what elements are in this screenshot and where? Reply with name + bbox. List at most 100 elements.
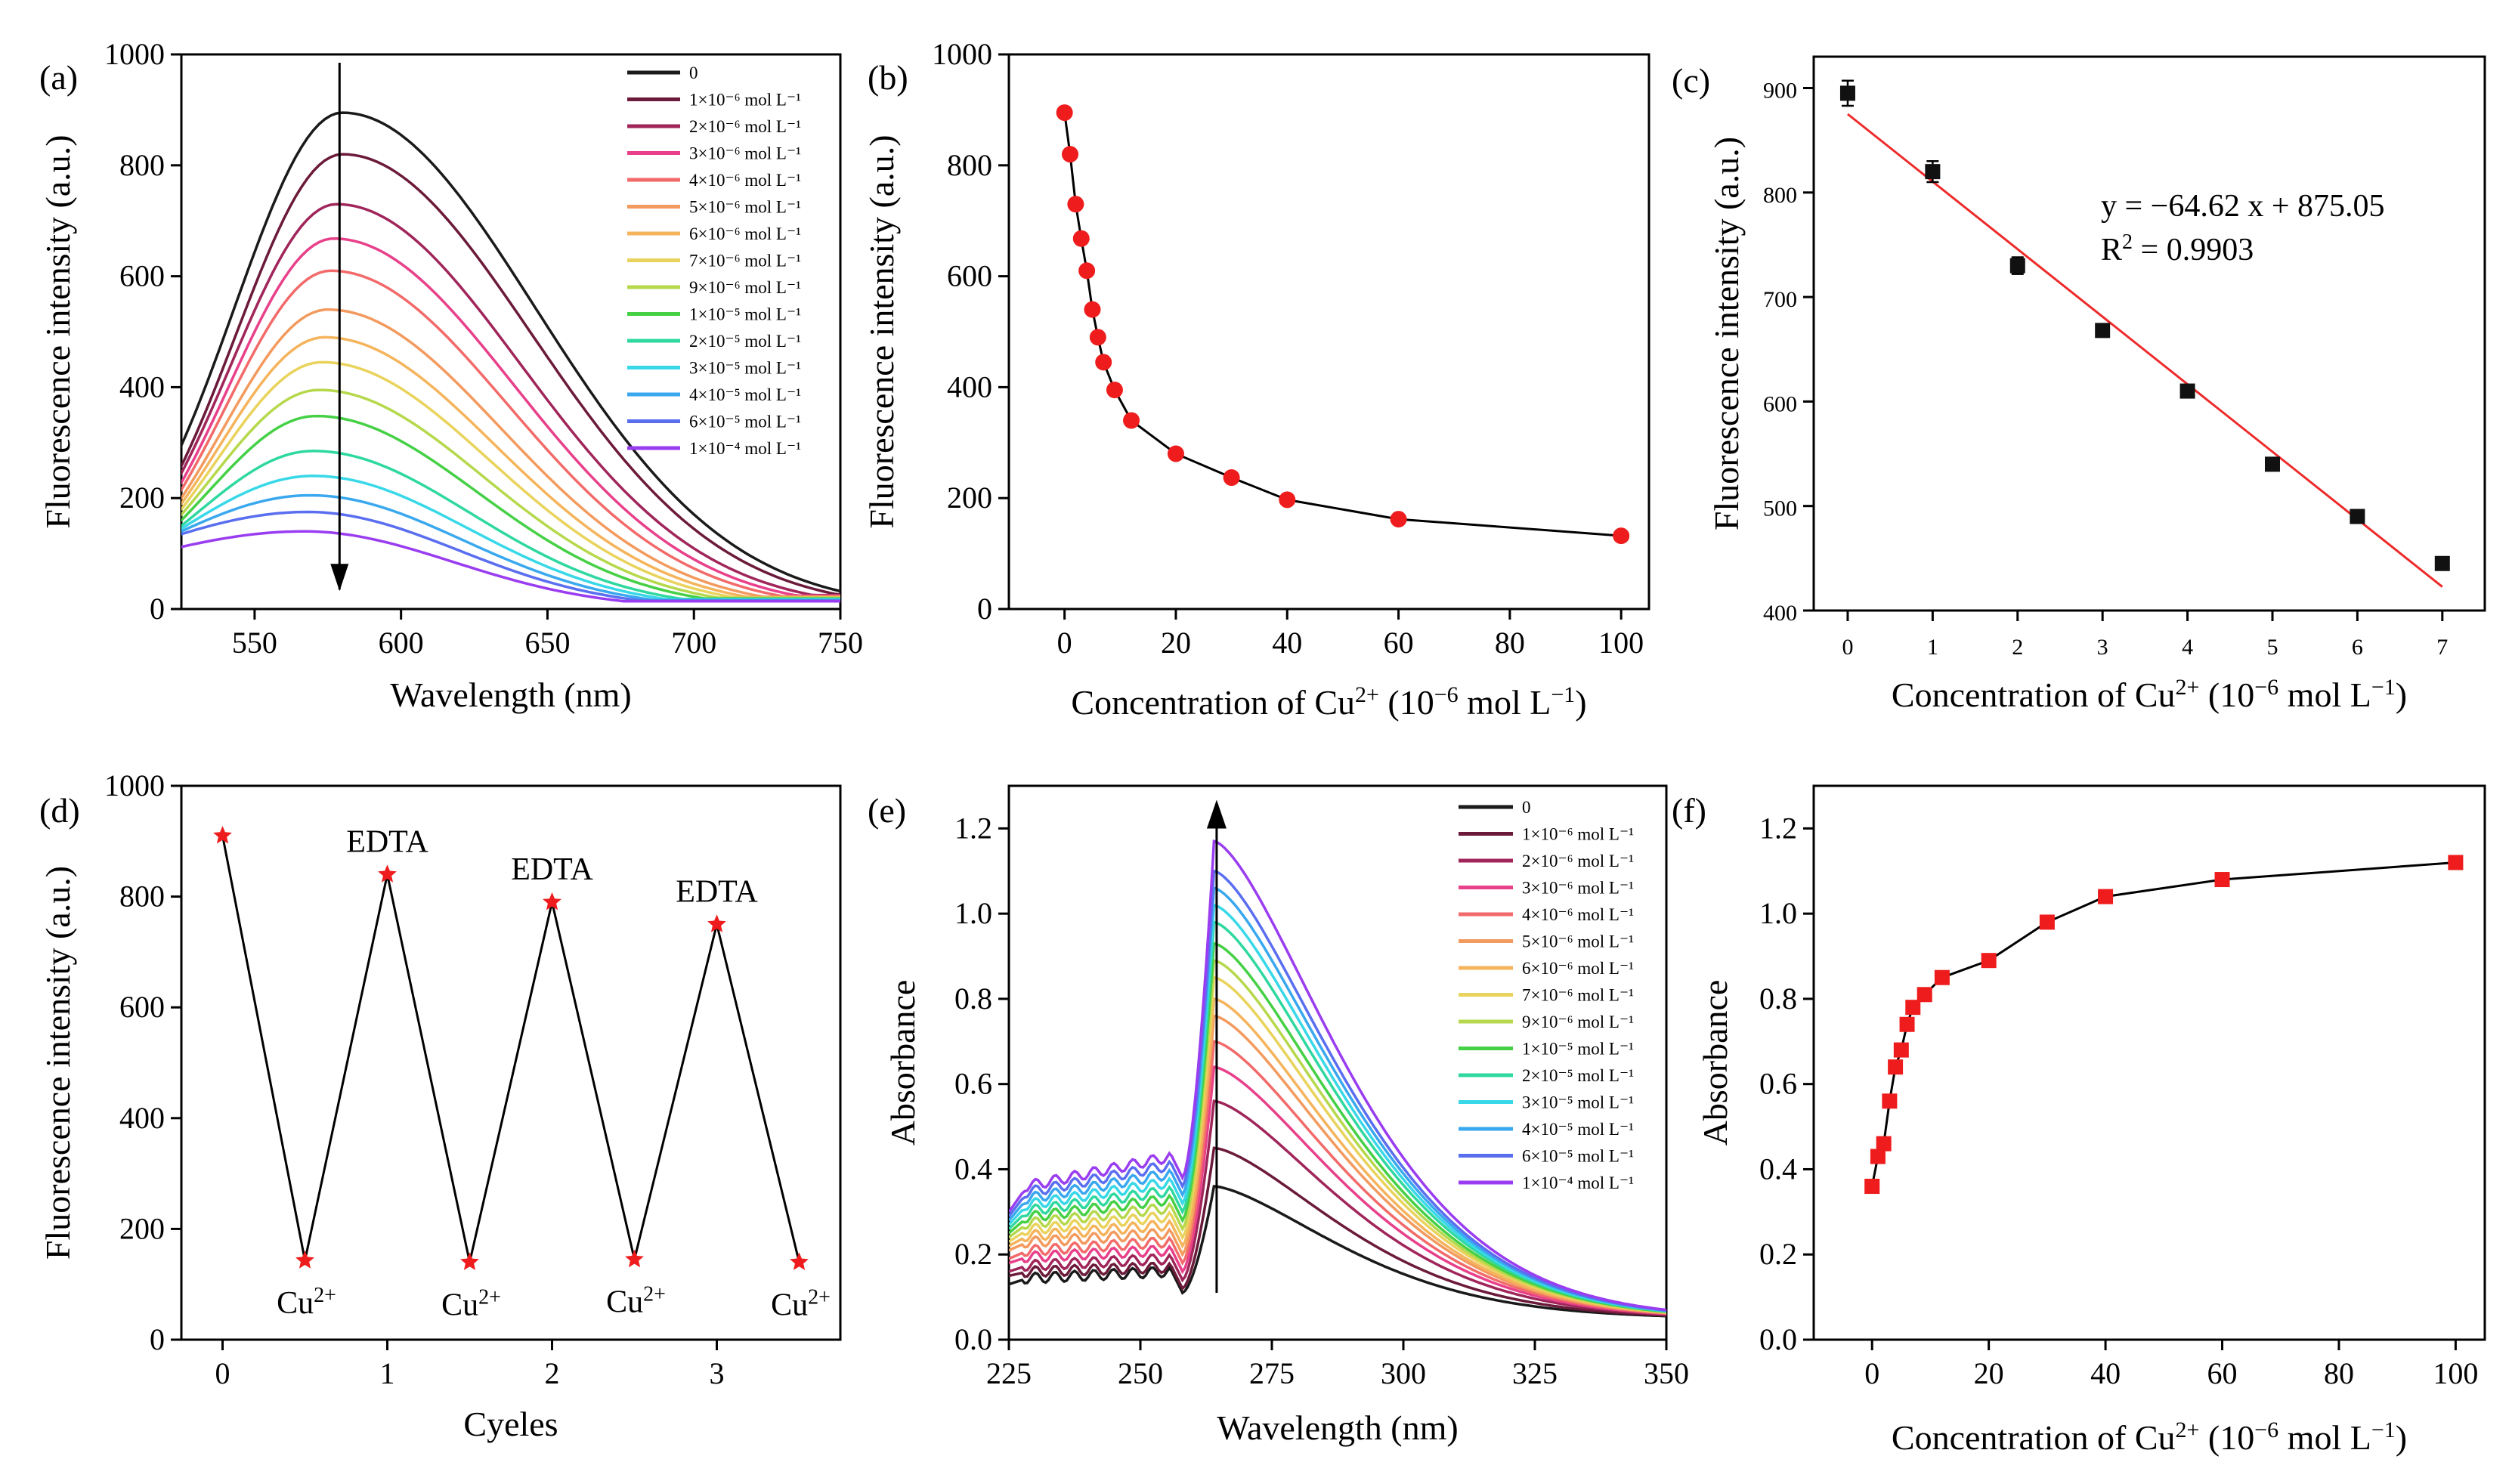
data-point <box>1072 230 1090 247</box>
y-tick-label: 700 <box>1763 287 1797 312</box>
superscript: 2+ <box>1355 682 1379 707</box>
y-axis-label: Fluorescence intensity (a.u.) <box>1707 137 1746 530</box>
arrow-head <box>1206 799 1227 829</box>
y-tick-label: 1.0 <box>954 896 992 930</box>
legend-entry: 4×10⁻⁵ mol L⁻¹ <box>689 385 801 404</box>
superscript: −1 <box>1551 682 1575 707</box>
y-tick-label: 400 <box>1763 601 1797 626</box>
panel-b: 0 200 400 600 800 1000 0 20 40 60 80 100 (b) Fluoresc… <box>862 37 1650 722</box>
spectrum-line <box>1009 869 1666 1312</box>
y-tick-label: 800 <box>1763 183 1797 208</box>
y-tick-label: 0.0 <box>1759 1322 1797 1356</box>
plot-frame <box>180 53 842 611</box>
data-point <box>1905 1000 1921 1016</box>
x-axis-label: Concentration of Cu2+ (10−6 mol L−1) <box>1892 1418 2407 1458</box>
data-point <box>1095 354 1112 371</box>
data-point <box>1223 469 1240 487</box>
x-tick-label: 0 <box>1864 1356 1879 1390</box>
data-point <box>707 914 726 932</box>
text-span: = 0.9903 <box>2133 233 2254 267</box>
data-point <box>1089 329 1106 346</box>
x-tick-label: 1 <box>1927 635 1938 660</box>
plot-frame <box>1812 55 2486 612</box>
spectrum-line <box>1009 1099 1666 1316</box>
superscript: 2+ <box>808 1285 831 1309</box>
spectrum-line <box>1009 1185 1666 1318</box>
text-span: Concentration of Cu <box>1071 683 1355 722</box>
point-label: EDTA <box>676 874 758 909</box>
superscript: −1 <box>2371 675 2396 700</box>
y-tick-label: 400 <box>947 369 992 403</box>
x-axis-label: Concentration of Cu2+ (10−6 mol L−1) <box>1071 682 1586 722</box>
data-point <box>2095 323 2111 339</box>
y-tick-label: 600 <box>119 259 165 293</box>
text-span: (10 <box>2199 676 2254 714</box>
plot-frame <box>1007 784 1668 1341</box>
data-point <box>1056 104 1073 122</box>
legend-entry: 7×10⁻⁶ mol L⁻¹ <box>689 252 801 271</box>
point-label: EDTA <box>346 824 428 859</box>
legend-entry: 3×10⁻⁶ mol L⁻¹ <box>689 144 801 163</box>
y-tick-label: 600 <box>1763 391 1797 416</box>
spectrum-line <box>1009 839 1666 1312</box>
y-tick-label: 1000 <box>104 768 165 802</box>
y-tick-label: 200 <box>947 481 992 515</box>
data-point <box>1084 301 1101 318</box>
legend-entry: 1×10⁻⁵ mol L⁻¹ <box>1522 1040 1634 1059</box>
legend-entry: 2×10⁻⁵ mol L⁻¹ <box>689 332 801 351</box>
spectrum-line <box>1009 1040 1666 1315</box>
text-span: Cu <box>277 1286 314 1321</box>
x-tick-label: 7 <box>2436 635 2448 660</box>
legend-entry: 9×10⁻⁶ mol L⁻¹ <box>689 278 801 297</box>
x-tick-label: 300 <box>1381 1356 1426 1390</box>
spectrum-line <box>1009 997 1666 1314</box>
y-axis-label: Fluorescence intensity (a.u.) <box>862 134 901 528</box>
legend-entry: 1×10⁻⁴ mol L⁻¹ <box>1522 1173 1634 1192</box>
series-line <box>1870 861 2456 1187</box>
legend-entry: 4×10⁻⁶ mol L⁻¹ <box>1522 905 1634 924</box>
legend-entry: 9×10⁻⁶ mol L⁻¹ <box>1522 1013 1634 1031</box>
panel-c: 400 500 600 700 800 900 0 1 2 3 4 5 6 7 (c) Fluorescenc… <box>1672 55 2486 714</box>
data-point <box>1888 1059 1904 1075</box>
x-axis-label: Wavelength (nm) <box>390 676 631 714</box>
panel-e: 0.0 0.2 0.4 0.6 0.8 1.0 1.2 225 250 275 300 325 350 (… <box>868 784 1689 1447</box>
y-tick-label: 900 <box>1763 78 1797 103</box>
data-point <box>1106 382 1123 399</box>
y-tick-label: 1.2 <box>1759 811 1797 845</box>
superscript: −6 <box>2254 675 2278 700</box>
spectrum-line <box>1009 941 1666 1313</box>
y-tick-label: 1000 <box>104 37 165 71</box>
y-tick-label: 400 <box>119 1101 165 1135</box>
plot-frame <box>1007 53 1650 611</box>
series-line <box>221 835 800 1263</box>
x-tick-label: 0 <box>215 1356 230 1390</box>
data-point <box>378 864 397 883</box>
panel-label: (e) <box>868 791 906 830</box>
data-point <box>625 1249 644 1268</box>
y-tick-label: 600 <box>119 990 165 1024</box>
panel-f: 0.0 0.2 0.4 0.6 0.8 1.0 1.2 0 20 40 60 80 100 (f) Abso… <box>1672 784 2486 1458</box>
data-point <box>1279 491 1296 509</box>
legend-entry: 6×10⁻⁵ mol L⁻¹ <box>1522 1147 1634 1166</box>
spectrum-line <box>181 111 840 593</box>
superscript: −6 <box>1434 682 1459 707</box>
legend-entry: 6×10⁻⁶ mol L⁻¹ <box>689 224 801 243</box>
r-squared: R2 = 0.9903 <box>2101 230 2254 268</box>
superscript: −1 <box>2371 1418 2396 1442</box>
x-tick-label: 6 <box>2352 635 2363 660</box>
x-tick-label: 4 <box>2182 635 2193 660</box>
x-tick-label: 350 <box>1644 1356 1689 1390</box>
legend-entry: 2×10⁻⁵ mol L⁻¹ <box>1522 1066 1634 1085</box>
spectrum-line <box>1009 1146 1666 1317</box>
text-span: ) <box>2396 1418 2407 1457</box>
legend-entry: 4×10⁻⁶ mol L⁻¹ <box>689 171 801 190</box>
text-span: ) <box>2396 676 2407 714</box>
y-tick-label: 500 <box>1763 496 1797 521</box>
legend-entry: 3×10⁻⁶ mol L⁻¹ <box>1522 879 1634 898</box>
spectra <box>181 111 840 603</box>
plot-frame <box>1812 784 2486 1341</box>
x-tick-label: 225 <box>986 1356 1032 1390</box>
legend-entry: 7×10⁻⁶ mol L⁻¹ <box>1522 986 1634 1005</box>
x-tick-label: 550 <box>232 626 277 660</box>
x-tick-label: 3 <box>2097 635 2108 660</box>
